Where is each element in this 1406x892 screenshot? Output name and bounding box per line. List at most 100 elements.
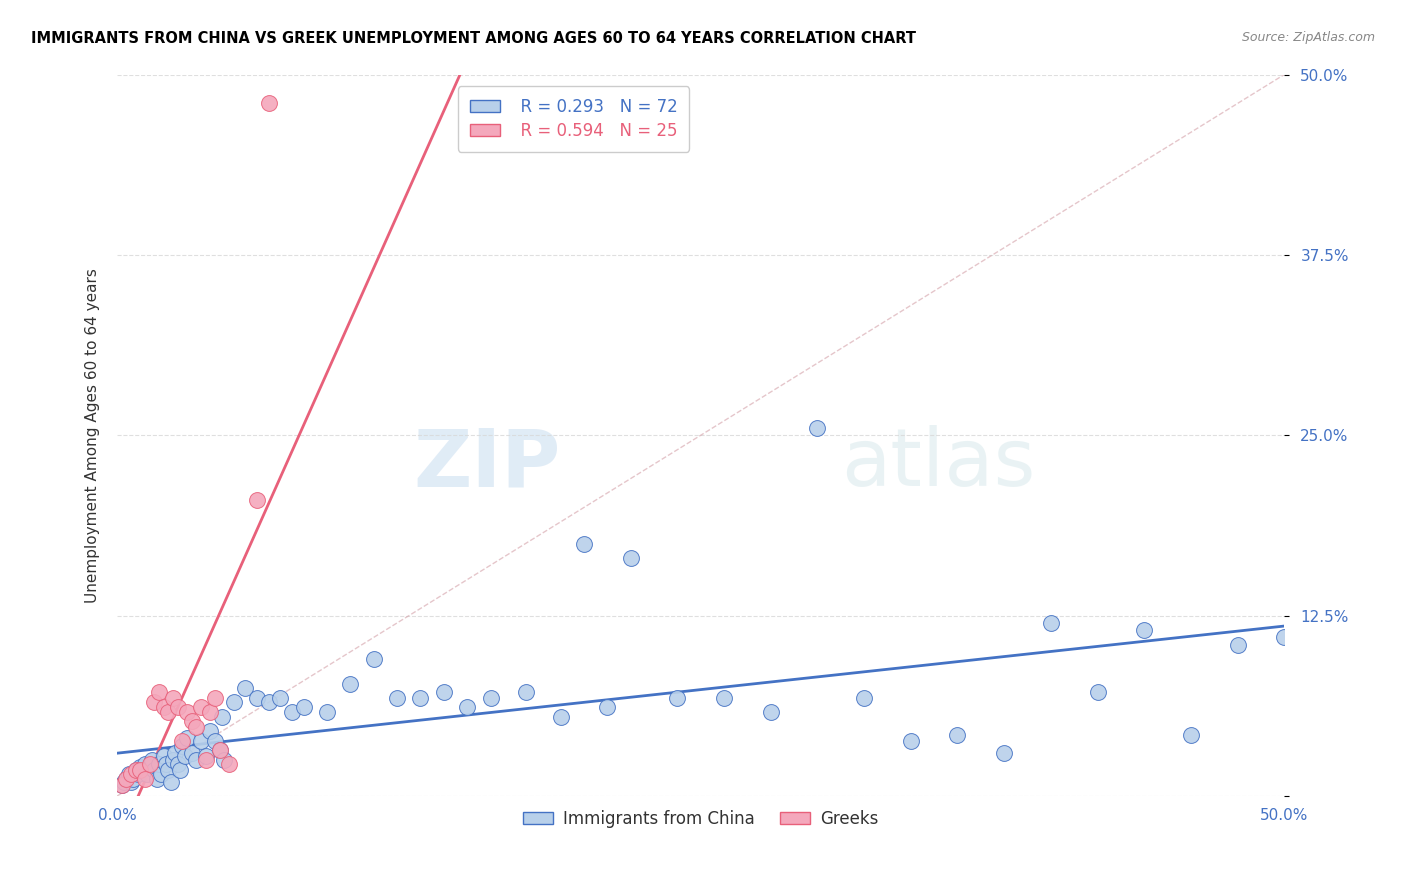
- Point: [409, 690, 432, 705]
- Point: [162, 690, 184, 705]
- Point: [1272, 631, 1295, 645]
- Point: [134, 757, 156, 772]
- Point: [124, 763, 146, 777]
- Point: [853, 690, 876, 705]
- Point: [148, 757, 170, 772]
- Point: [143, 695, 166, 709]
- Point: [456, 699, 478, 714]
- Point: [111, 778, 134, 792]
- Point: [385, 690, 408, 705]
- Point: [222, 695, 245, 709]
- Point: [281, 706, 304, 720]
- Point: [112, 774, 135, 789]
- Point: [246, 493, 269, 508]
- Point: [166, 699, 188, 714]
- Point: [129, 760, 152, 774]
- Point: [162, 753, 184, 767]
- Point: [211, 709, 233, 723]
- Point: [120, 774, 142, 789]
- Point: [204, 734, 226, 748]
- Point: [165, 746, 187, 760]
- Point: [479, 690, 502, 705]
- Point: [194, 748, 217, 763]
- Point: [900, 734, 922, 748]
- Point: [157, 706, 180, 720]
- Point: [173, 748, 195, 763]
- Point: [180, 714, 202, 728]
- Point: [148, 685, 170, 699]
- Point: [176, 731, 198, 746]
- Point: [150, 767, 173, 781]
- Point: [115, 772, 138, 786]
- Point: [131, 763, 153, 777]
- Point: [155, 757, 177, 772]
- Point: [208, 743, 231, 757]
- Point: [433, 685, 456, 699]
- Point: [134, 772, 156, 786]
- Point: [152, 699, 174, 714]
- Y-axis label: Unemployment Among Ages 60 to 64 years: Unemployment Among Ages 60 to 64 years: [86, 268, 100, 603]
- Point: [257, 695, 280, 709]
- Point: [127, 767, 149, 781]
- Point: [713, 690, 735, 705]
- Point: [190, 699, 212, 714]
- Point: [1226, 638, 1249, 652]
- Point: [1039, 615, 1062, 630]
- Point: [269, 690, 291, 705]
- Point: [946, 729, 969, 743]
- Point: [145, 772, 167, 786]
- Point: [120, 767, 142, 781]
- Point: [172, 734, 194, 748]
- Point: [180, 746, 202, 760]
- Point: [143, 763, 166, 777]
- Point: [111, 778, 134, 792]
- Point: [339, 676, 361, 690]
- Point: [572, 536, 595, 550]
- Point: [200, 706, 222, 720]
- Point: [136, 767, 159, 781]
- Point: [208, 743, 231, 757]
- Text: IMMIGRANTS FROM CHINA VS GREEK UNEMPLOYMENT AMONG AGES 60 TO 64 YEARS CORRELATIO: IMMIGRANTS FROM CHINA VS GREEK UNEMPLOYM…: [31, 31, 915, 46]
- Point: [204, 690, 226, 705]
- Point: [666, 690, 689, 705]
- Point: [186, 720, 208, 734]
- Legend: Immigrants from China, Greeks: Immigrants from China, Greeks: [516, 804, 884, 835]
- Point: [169, 763, 191, 777]
- Point: [138, 760, 160, 774]
- Point: [235, 681, 257, 695]
- Point: [214, 753, 236, 767]
- Point: [806, 421, 828, 435]
- Text: atlas: atlas: [841, 425, 1035, 503]
- Point: [186, 753, 208, 767]
- Point: [159, 774, 181, 789]
- Point: [129, 763, 152, 777]
- Point: [1180, 729, 1202, 743]
- Point: [246, 690, 269, 705]
- Point: [316, 706, 339, 720]
- Point: [257, 96, 280, 111]
- Point: [363, 652, 385, 666]
- Point: [141, 753, 163, 767]
- Point: [515, 685, 537, 699]
- Point: [115, 772, 138, 786]
- Point: [1087, 685, 1109, 699]
- Point: [124, 763, 146, 777]
- Point: [620, 551, 643, 566]
- Point: [117, 767, 139, 781]
- Text: ZIP: ZIP: [413, 425, 561, 503]
- Point: [292, 699, 315, 714]
- Point: [596, 699, 619, 714]
- Point: [1133, 623, 1156, 637]
- Text: Source: ZipAtlas.com: Source: ZipAtlas.com: [1241, 31, 1375, 45]
- Point: [993, 746, 1015, 760]
- Point: [172, 739, 194, 753]
- Point: [152, 748, 174, 763]
- Point: [759, 706, 782, 720]
- Point: [176, 706, 198, 720]
- Point: [157, 763, 180, 777]
- Point: [166, 757, 188, 772]
- Point: [550, 709, 572, 723]
- Point: [190, 734, 212, 748]
- Point: [194, 753, 217, 767]
- Point: [218, 757, 240, 772]
